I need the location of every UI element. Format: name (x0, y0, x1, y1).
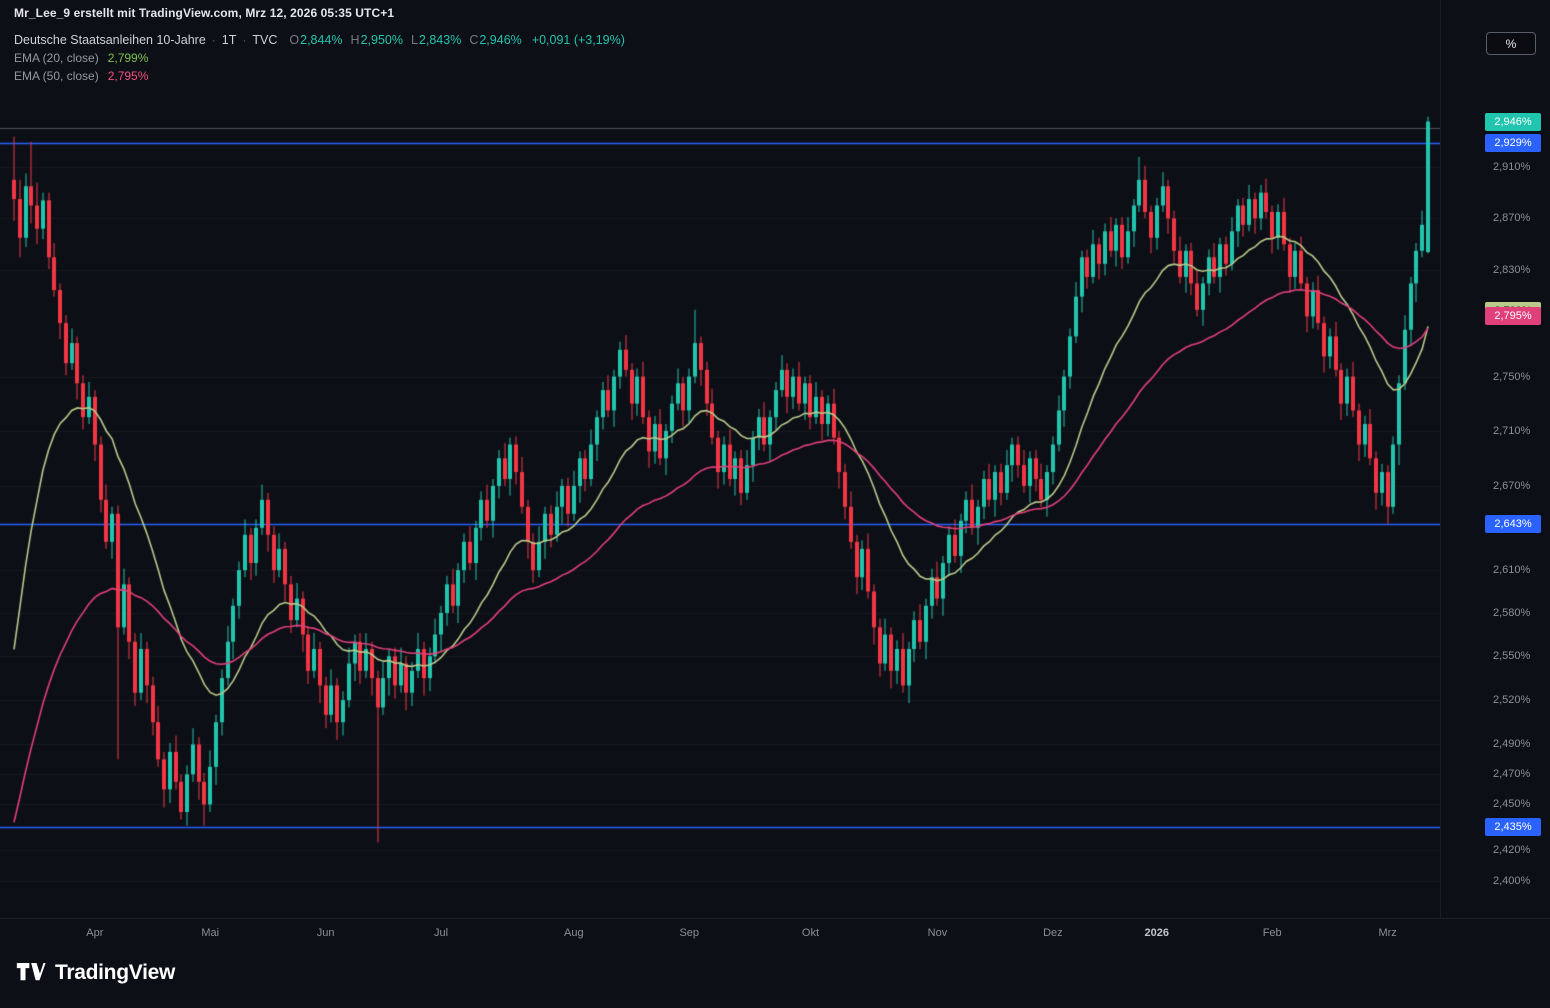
time-tick: Feb (1262, 927, 1282, 939)
price-tick: 2,470% (1493, 768, 1531, 781)
tradingview-wordmark: TradingView (55, 961, 176, 984)
price-tick: 2,490% (1493, 738, 1531, 751)
ohlc-close-value: 2,946% (479, 33, 522, 47)
price-tick: 2,400% (1493, 874, 1531, 887)
time-tick: Jul (434, 927, 449, 939)
time-tick: Mai (201, 927, 220, 939)
ohlc-high-label: H (350, 33, 360, 47)
ema20-value: 2,799% (107, 51, 149, 65)
legend-separator: · (211, 33, 216, 47)
tradingview-logo[interactable]: TradingView (16, 960, 175, 986)
tradingview-logo-icon (16, 963, 46, 981)
time-scale[interactable]: Apr Mai Jun Jul Aug Sep Okt Nov Dez 2026 Feb Mrz (0, 918, 1550, 952)
legend-separator: · (242, 33, 247, 47)
price-tick: 2,870% (1493, 212, 1531, 225)
symbol-interval[interactable]: 1T (221, 33, 237, 47)
price-tick: 2,830% (1493, 264, 1531, 277)
ohlc-close-label: C (469, 33, 479, 47)
price-tick: 2,670% (1493, 479, 1531, 492)
symbol-legend-row[interactable]: Deutsche Staatsanleihen 10-Jahre · 1T · … (14, 33, 625, 47)
time-tick: Nov (927, 927, 948, 939)
price-tick: 2,750% (1493, 370, 1531, 383)
price-tick: 2,550% (1493, 650, 1531, 663)
time-tick: Aug (564, 927, 584, 939)
price-tick: 2,450% (1493, 798, 1531, 811)
indicator-legend-ema20[interactable]: EMA (20, close) 2,799% (14, 51, 625, 65)
ohlc-open-label: O (289, 33, 300, 47)
price-badge-last: 2,946% (1485, 112, 1541, 131)
chart-legend: Mr_Lee_9 erstellt mit TradingView.com, M… (14, 6, 625, 83)
time-tick: Jun (316, 927, 335, 939)
price-badge-ema50: 2,795% (1485, 307, 1541, 326)
ohlc-low-value: 2,843% (418, 33, 462, 47)
ema50-value: 2,795% (107, 69, 149, 83)
ohlc-high-value: 2,950% (360, 33, 403, 47)
ema50-label: EMA (50, close) (14, 69, 99, 83)
price-tick: 2,610% (1493, 564, 1531, 577)
price-badge-level: 2,929% (1485, 134, 1541, 152)
price-tick: 2,520% (1493, 694, 1531, 707)
time-tick: Mrz (1378, 927, 1397, 939)
time-tick: Dez (1043, 927, 1063, 939)
symbol-exchange: TVC (252, 33, 278, 47)
time-tick: Apr (86, 927, 104, 939)
change-value: +0,091 (+3,19%) (531, 33, 625, 47)
price-badge-level: 2,643% (1485, 514, 1541, 533)
time-tick: Okt (801, 927, 820, 939)
time-tick: Sep (679, 927, 700, 939)
price-chart-canvas[interactable] (0, 90, 1440, 918)
price-badge-level: 2,435% (1485, 818, 1541, 837)
time-tick: 2026 (1144, 927, 1169, 939)
indicator-legend-ema50[interactable]: EMA (50, close) 2,795% (14, 69, 625, 83)
price-scale[interactable]: 2,910% 2,870% 2,830% 2,750% 2,710% 2,670% 2,61… (1440, 0, 1550, 918)
ohlc-values: O 2,844% H 2,950% L 2,843% C 2,946% (281, 33, 521, 47)
byline: Mr_Lee_9 erstellt mit TradingView.com, M… (14, 6, 395, 20)
ema20-label: EMA (20, close) (14, 51, 99, 65)
price-tick: 2,420% (1493, 844, 1531, 857)
price-tick: 2,910% (1493, 161, 1531, 174)
ohlc-open-value: 2,844% (300, 33, 343, 47)
percent-scale-button[interactable]: % (1486, 32, 1536, 55)
price-tick: 2,710% (1493, 424, 1531, 437)
price-tick: 2,580% (1493, 606, 1531, 619)
ohlc-low-label: L (410, 33, 418, 47)
symbol-title[interactable]: Deutsche Staatsanleihen 10-Jahre (14, 33, 206, 47)
